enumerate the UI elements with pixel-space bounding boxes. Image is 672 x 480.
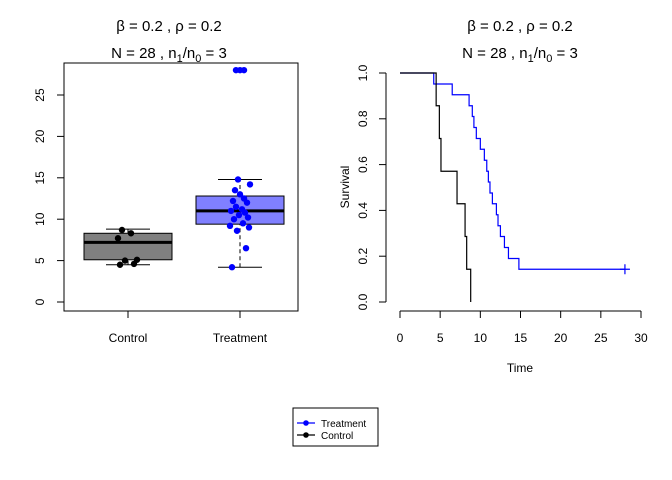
data-point-treatment <box>232 203 240 210</box>
boxplot-marks <box>83 66 285 271</box>
boxplot-panel: β = 0.2 , ρ = 0.2 N = 28 , n1/n0 = 3 051… <box>33 18 299 345</box>
survival-y-axis-label: Survival <box>338 166 352 209</box>
boxplot-title-suffix: = 3 <box>201 45 226 62</box>
data-point-control <box>127 230 135 237</box>
legend-marker-control <box>303 432 309 438</box>
data-point-treatment <box>234 176 242 183</box>
boxplot-title-line1: β = 0.2 , ρ = 0.2 <box>116 18 222 35</box>
survival-x-tick-label: 30 <box>634 331 648 345</box>
data-point-treatment <box>239 220 247 227</box>
data-point-treatment <box>233 227 241 234</box>
data-point-control <box>121 257 129 264</box>
boxplot-title-mid: /n <box>183 45 196 62</box>
data-point-treatment <box>227 207 235 215</box>
boxplot-y-tick-label: 25 <box>33 88 47 102</box>
data-point-treatment <box>226 222 234 230</box>
data-point-treatment <box>244 214 252 221</box>
boxplot-x-tick-label: Treatment <box>213 331 268 345</box>
boxplot-frame <box>63 62 299 312</box>
legend-box <box>292 407 379 447</box>
boxplot-title-sub0: 0 <box>195 53 201 65</box>
survival-y-tick-label: 0.0 <box>356 293 370 310</box>
survival-title-line1: β = 0.2 , ρ = 0.2 <box>467 18 573 35</box>
boxplot-x-tick-label: Control <box>109 331 148 345</box>
data-point-treatment <box>240 195 248 202</box>
survival-x-tick-label: 20 <box>554 331 568 345</box>
survival-x-tick-label: 0 <box>397 331 404 345</box>
data-point-treatment <box>240 66 248 74</box>
legend-label-treatment: Treatment <box>321 419 366 430</box>
data-point-treatment <box>230 216 238 223</box>
survival-title-sub0: 0 <box>546 53 552 65</box>
data-point-control <box>114 235 122 242</box>
survival-title-mid: /n <box>534 45 547 62</box>
survival-x-axis: 0 5 10 15 20 25 30 <box>397 310 648 345</box>
survival-x-tick-label: 5 <box>437 331 444 345</box>
survival-panel: β = 0.2 , ρ = 0.2 N = 28 , n1/n0 = 3 0.0… <box>338 18 648 375</box>
boxplot-y-axis: 0 5 10 15 20 25 <box>33 88 65 305</box>
survival-y-tick-label: 0.8 <box>356 110 370 127</box>
survival-x-axis-label: Time <box>507 361 534 375</box>
boxplot-x-axis: Control Treatment <box>109 310 268 345</box>
survival-x-tick-label: 15 <box>514 331 528 345</box>
survival-x-tick-label: 10 <box>474 331 488 345</box>
data-point-control <box>116 261 124 268</box>
data-point-treatment <box>246 181 254 188</box>
survival-title-prefix: N = 28 , n <box>462 45 527 62</box>
survival-y-tick-label: 1.0 <box>356 64 370 81</box>
boxplot-title-prefix: N = 28 , n <box>111 45 176 62</box>
boxplot-title-sub1: 1 <box>177 53 183 65</box>
boxplot-y-tick-label: 10 <box>33 212 47 226</box>
data-point-treatment <box>238 206 246 213</box>
data-point-treatment <box>231 187 239 194</box>
data-point-treatment <box>229 197 237 205</box>
boxplot-y-tick-label: 5 <box>33 257 47 264</box>
survival-x-tick-label: 25 <box>594 331 608 345</box>
data-point-treatment <box>245 224 253 231</box>
survival-title-sub1: 1 <box>528 53 534 65</box>
data-point-treatment <box>242 244 250 252</box>
data-point-treatment <box>228 264 236 271</box>
boxplot-y-tick-label: 20 <box>33 129 47 143</box>
data-point-treatment <box>235 211 243 219</box>
data-point-control <box>133 256 141 263</box>
survival-y-tick-label: 0.4 <box>356 202 370 219</box>
survival-y-axis: 0.0 0.2 0.4 0.6 0.8 1.0 <box>356 64 387 310</box>
censor-mark-treatment <box>619 264 630 275</box>
box-control <box>83 232 173 261</box>
data-point-treatment <box>236 191 244 198</box>
survival-curve-treatment <box>400 72 625 270</box>
boxplot-title-line2: N = 28 , n1/n0 = 3 <box>111 45 227 65</box>
survival-y-tick-label: 0.6 <box>356 156 370 173</box>
survival-title-line2: N = 28 , n1/n0 = 3 <box>462 45 578 65</box>
data-point-control <box>118 226 126 234</box>
boxplot-y-tick-label: 0 <box>33 298 47 305</box>
survival-title-suffix: = 3 <box>552 45 577 62</box>
survival-curve-control <box>400 72 472 302</box>
legend-marker-treatment <box>303 420 309 426</box>
boxplot-y-tick-label: 15 <box>33 171 47 185</box>
legend-label-control: Control <box>321 431 353 442</box>
survival-y-tick-label: 0.2 <box>356 248 370 265</box>
survival-marks <box>400 72 630 302</box>
